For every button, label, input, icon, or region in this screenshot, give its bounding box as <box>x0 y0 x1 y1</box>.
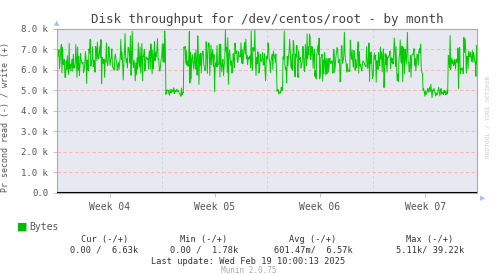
Text: RRDTOOL / TOBI OETIKER: RRDTOOL / TOBI OETIKER <box>486 76 491 158</box>
Title: Disk throughput for /dev/centos/root - by month: Disk throughput for /dev/centos/root - b… <box>91 13 443 26</box>
Text: Max (-/+): Max (-/+) <box>406 235 454 244</box>
Text: Bytes: Bytes <box>29 222 58 232</box>
Text: Min (-/+): Min (-/+) <box>180 235 228 244</box>
Text: Cur (-/+): Cur (-/+) <box>81 235 128 244</box>
Text: 0.00 /  6.63k: 0.00 / 6.63k <box>70 245 139 254</box>
Text: 0.00 /  1.78k: 0.00 / 1.78k <box>169 245 238 254</box>
Text: ▲: ▲ <box>54 20 60 26</box>
Text: Avg (-/+): Avg (-/+) <box>289 235 337 244</box>
Text: Munin 2.0.75: Munin 2.0.75 <box>221 266 276 275</box>
Text: ■: ■ <box>17 222 28 232</box>
Text: 5.11k/ 39.22k: 5.11k/ 39.22k <box>396 245 464 254</box>
Text: Last update: Wed Feb 19 10:00:13 2025: Last update: Wed Feb 19 10:00:13 2025 <box>152 257 345 266</box>
Text: 601.47m/  6.57k: 601.47m/ 6.57k <box>274 245 352 254</box>
Text: ▶: ▶ <box>480 195 485 201</box>
Text: Pr second read (-) / write (+): Pr second read (-) / write (+) <box>1 42 10 192</box>
